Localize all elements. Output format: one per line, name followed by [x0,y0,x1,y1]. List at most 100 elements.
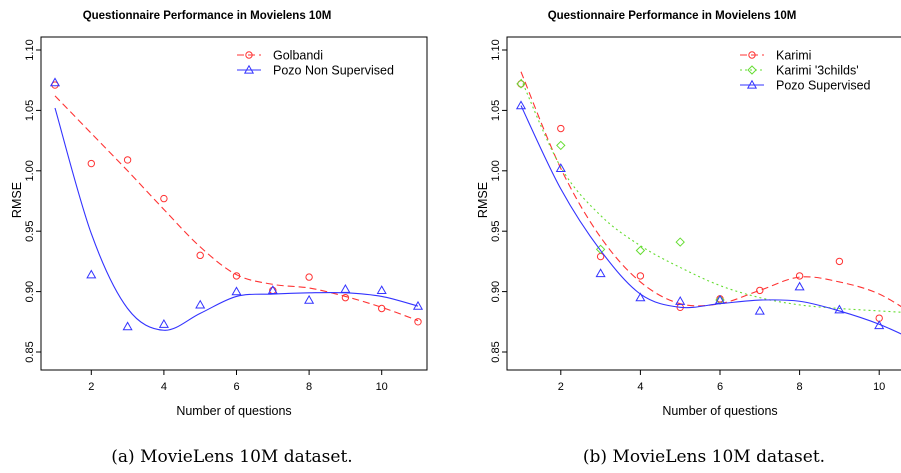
series-karimi-3childs- [516,78,901,313]
legend-marker [243,64,255,74]
x-tick-label: 8 [306,381,312,393]
data-point [123,156,132,164]
data-point [636,272,645,280]
data-point [412,300,424,310]
y-tick-label: 1.00 [24,160,36,181]
data-point [86,269,97,279]
legend-item: Pozo Supervised [740,79,871,93]
legend-label: Karimi '3childs' [776,64,859,78]
data-point [51,81,59,89]
x-tick-label: 6 [717,381,723,393]
legend-marker [746,79,758,89]
data-point [232,272,241,280]
data-point [675,237,685,247]
x-tick-label: 6 [233,381,239,393]
data-point [555,163,566,173]
data-point [635,245,646,256]
data-point [516,79,526,89]
y-tick-label: 0.95 [490,220,502,241]
legend-item: Karimi [740,49,811,63]
x-tick-label: 2 [88,381,94,393]
data-point [267,285,278,295]
data-point [87,159,96,168]
y-tick-label: 1.10 [24,39,36,60]
legend-item: Pozo Non Supervised [237,64,394,78]
series-karimi [517,71,901,322]
legend-label: Pozo Supervised [776,79,871,93]
data-point [515,100,527,110]
legend-label: Pozo Non Supervised [273,64,394,78]
data-point [714,294,726,304]
x-tick-label: 10 [873,381,885,393]
y-axis-label: RMSE [476,182,490,218]
x-tick-label: 8 [797,381,803,393]
x-tick-label: 2 [558,381,564,393]
figure-caption: (b) MovieLens 10M dataset. [583,447,825,467]
data-point [835,257,844,266]
data-point [794,281,805,291]
y-tick-label: 0.85 [490,341,502,362]
y-tick-label: 0.90 [24,281,36,302]
chart-panel-b: Questionnaire Performance in Movielens 1… [476,10,901,467]
data-point [160,194,168,203]
data-point [675,296,686,305]
x-tick-label: 10 [376,381,388,393]
data-point [756,286,764,295]
data-point [595,244,606,255]
chart-title: Questionnaire Performance in Movielens 1… [83,10,332,22]
data-point [341,293,350,302]
x-tick-label: 4 [161,381,167,393]
axis-ticks: 2 4 6 8 10 0.85 0.90 0.95 1.00 1.05 1.10 [24,39,388,393]
y-tick-label: 1.10 [490,39,502,60]
y-axis-label: RMSE [10,182,24,218]
x-axis-label: Number of questions [662,404,777,418]
data-point [305,273,313,281]
data-point [122,321,133,331]
y-tick-label: 1.05 [24,100,36,121]
y-tick-label: 0.90 [490,281,502,302]
data-point [196,251,204,260]
plot-frame [40,36,428,371]
data-point [231,286,242,296]
series-pozo-non-supervised [49,77,424,331]
data-point [378,304,386,313]
y-tick-label: 1.05 [490,100,502,121]
chart-title: Questionnaire Performance in Movielens 1… [548,10,797,22]
data-point [517,80,525,88]
series-pozo-supervised [515,100,901,335]
axis-ticks: 2 4 6 8 10 0.85 0.90 0.95 1.00 1.05 1.10 [490,39,885,393]
chart-panel-a: Questionnaire Performance in Movielens 1… [10,10,428,467]
y-tick-label: 0.95 [24,220,36,241]
series-golbandi [51,81,422,326]
figure-caption: (a) MovieLens 10M dataset. [111,447,352,467]
data-point [635,292,646,302]
data-point [414,318,422,326]
legend-marker [245,51,253,59]
series-line [520,71,901,308]
plot-area [515,71,901,335]
series-line [54,107,419,331]
y-tick-label: 1.00 [490,160,502,181]
legend-marker [747,65,757,75]
legend-item: Golbandi [237,49,323,63]
legend-label: Karimi [776,49,811,63]
data-point [376,285,387,295]
x-axis-label: Number of questions [176,404,291,418]
legend-label: Golbandi [273,49,323,63]
data-point [556,140,566,151]
data-point [795,272,804,280]
y-tick-label: 0.85 [24,341,36,362]
data-point [304,294,315,304]
data-point [595,268,606,278]
legend-item: Karimi '3childs' [740,64,859,78]
series-line [520,78,901,313]
legend-marker [748,51,756,59]
series-line [54,95,419,322]
data-point [874,320,885,330]
data-point [557,124,565,133]
series-line [520,105,901,335]
data-point [754,305,765,315]
